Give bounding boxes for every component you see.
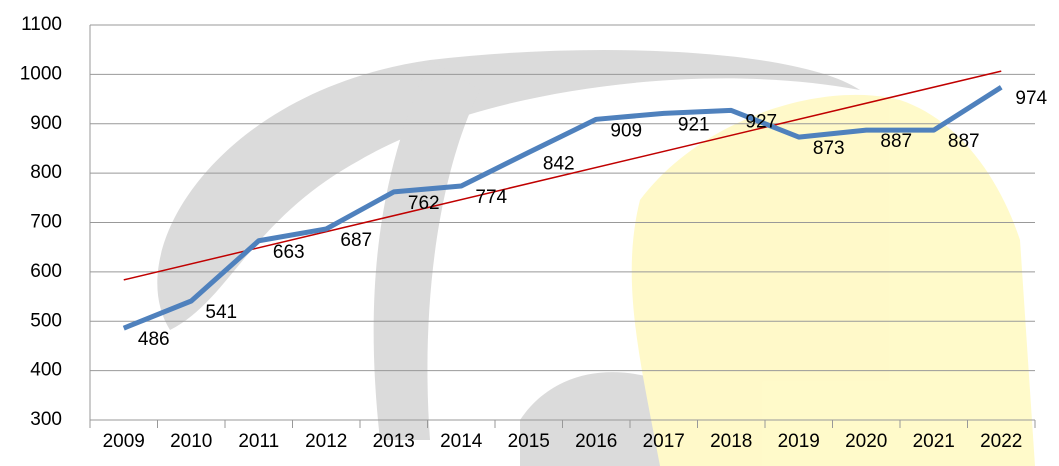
x-tick-label: 2022 xyxy=(980,431,1022,452)
y-tick-label: 1100 xyxy=(21,14,62,35)
y-tick-label: 700 xyxy=(30,212,62,233)
x-tick-label: 2016 xyxy=(575,431,617,452)
y-tick-label: 300 xyxy=(30,409,62,430)
trendline xyxy=(123,70,1002,281)
data-line xyxy=(122,85,1003,331)
data-label: 774 xyxy=(475,187,507,208)
data-label: 887 xyxy=(880,131,912,152)
data-label: 541 xyxy=(205,302,237,323)
x-tick-label: 2018 xyxy=(710,431,752,452)
x-tick-label: 2014 xyxy=(440,431,483,452)
x-tick-label: 2011 xyxy=(238,431,279,452)
x-tick-label: 2013 xyxy=(373,431,415,452)
data-label: 887 xyxy=(948,131,980,152)
y-tick-label: 1000 xyxy=(20,63,62,84)
data-label: 873 xyxy=(813,138,845,159)
x-tick-label: 2012 xyxy=(305,431,347,452)
x-tick-label: 2017 xyxy=(643,431,685,452)
data-label: 486 xyxy=(138,329,170,350)
data-label: 974 xyxy=(1015,88,1047,109)
data-label: 927 xyxy=(745,111,777,132)
y-tick-label: 400 xyxy=(30,360,62,381)
x-tick-label: 2015 xyxy=(508,431,550,452)
data-label: 762 xyxy=(408,193,440,214)
data-label: 909 xyxy=(610,120,642,141)
y-tick-label: 900 xyxy=(30,113,62,134)
y-tick-label: 500 xyxy=(30,310,62,331)
x-tick-label: 2010 xyxy=(170,431,212,452)
x-tick-label: 2019 xyxy=(778,431,820,452)
data-label: 687 xyxy=(340,230,372,251)
data-label: 663 xyxy=(273,242,305,263)
x-tick-label: 2020 xyxy=(845,431,887,452)
data-label: 921 xyxy=(678,114,710,135)
y-tick-label: 800 xyxy=(30,162,62,183)
y-tick-label: 600 xyxy=(30,261,62,282)
watermark xyxy=(157,50,1035,466)
x-tick-label: 2009 xyxy=(103,431,145,452)
x-tick-label: 2021 xyxy=(913,431,955,452)
data-label: 842 xyxy=(543,153,575,174)
